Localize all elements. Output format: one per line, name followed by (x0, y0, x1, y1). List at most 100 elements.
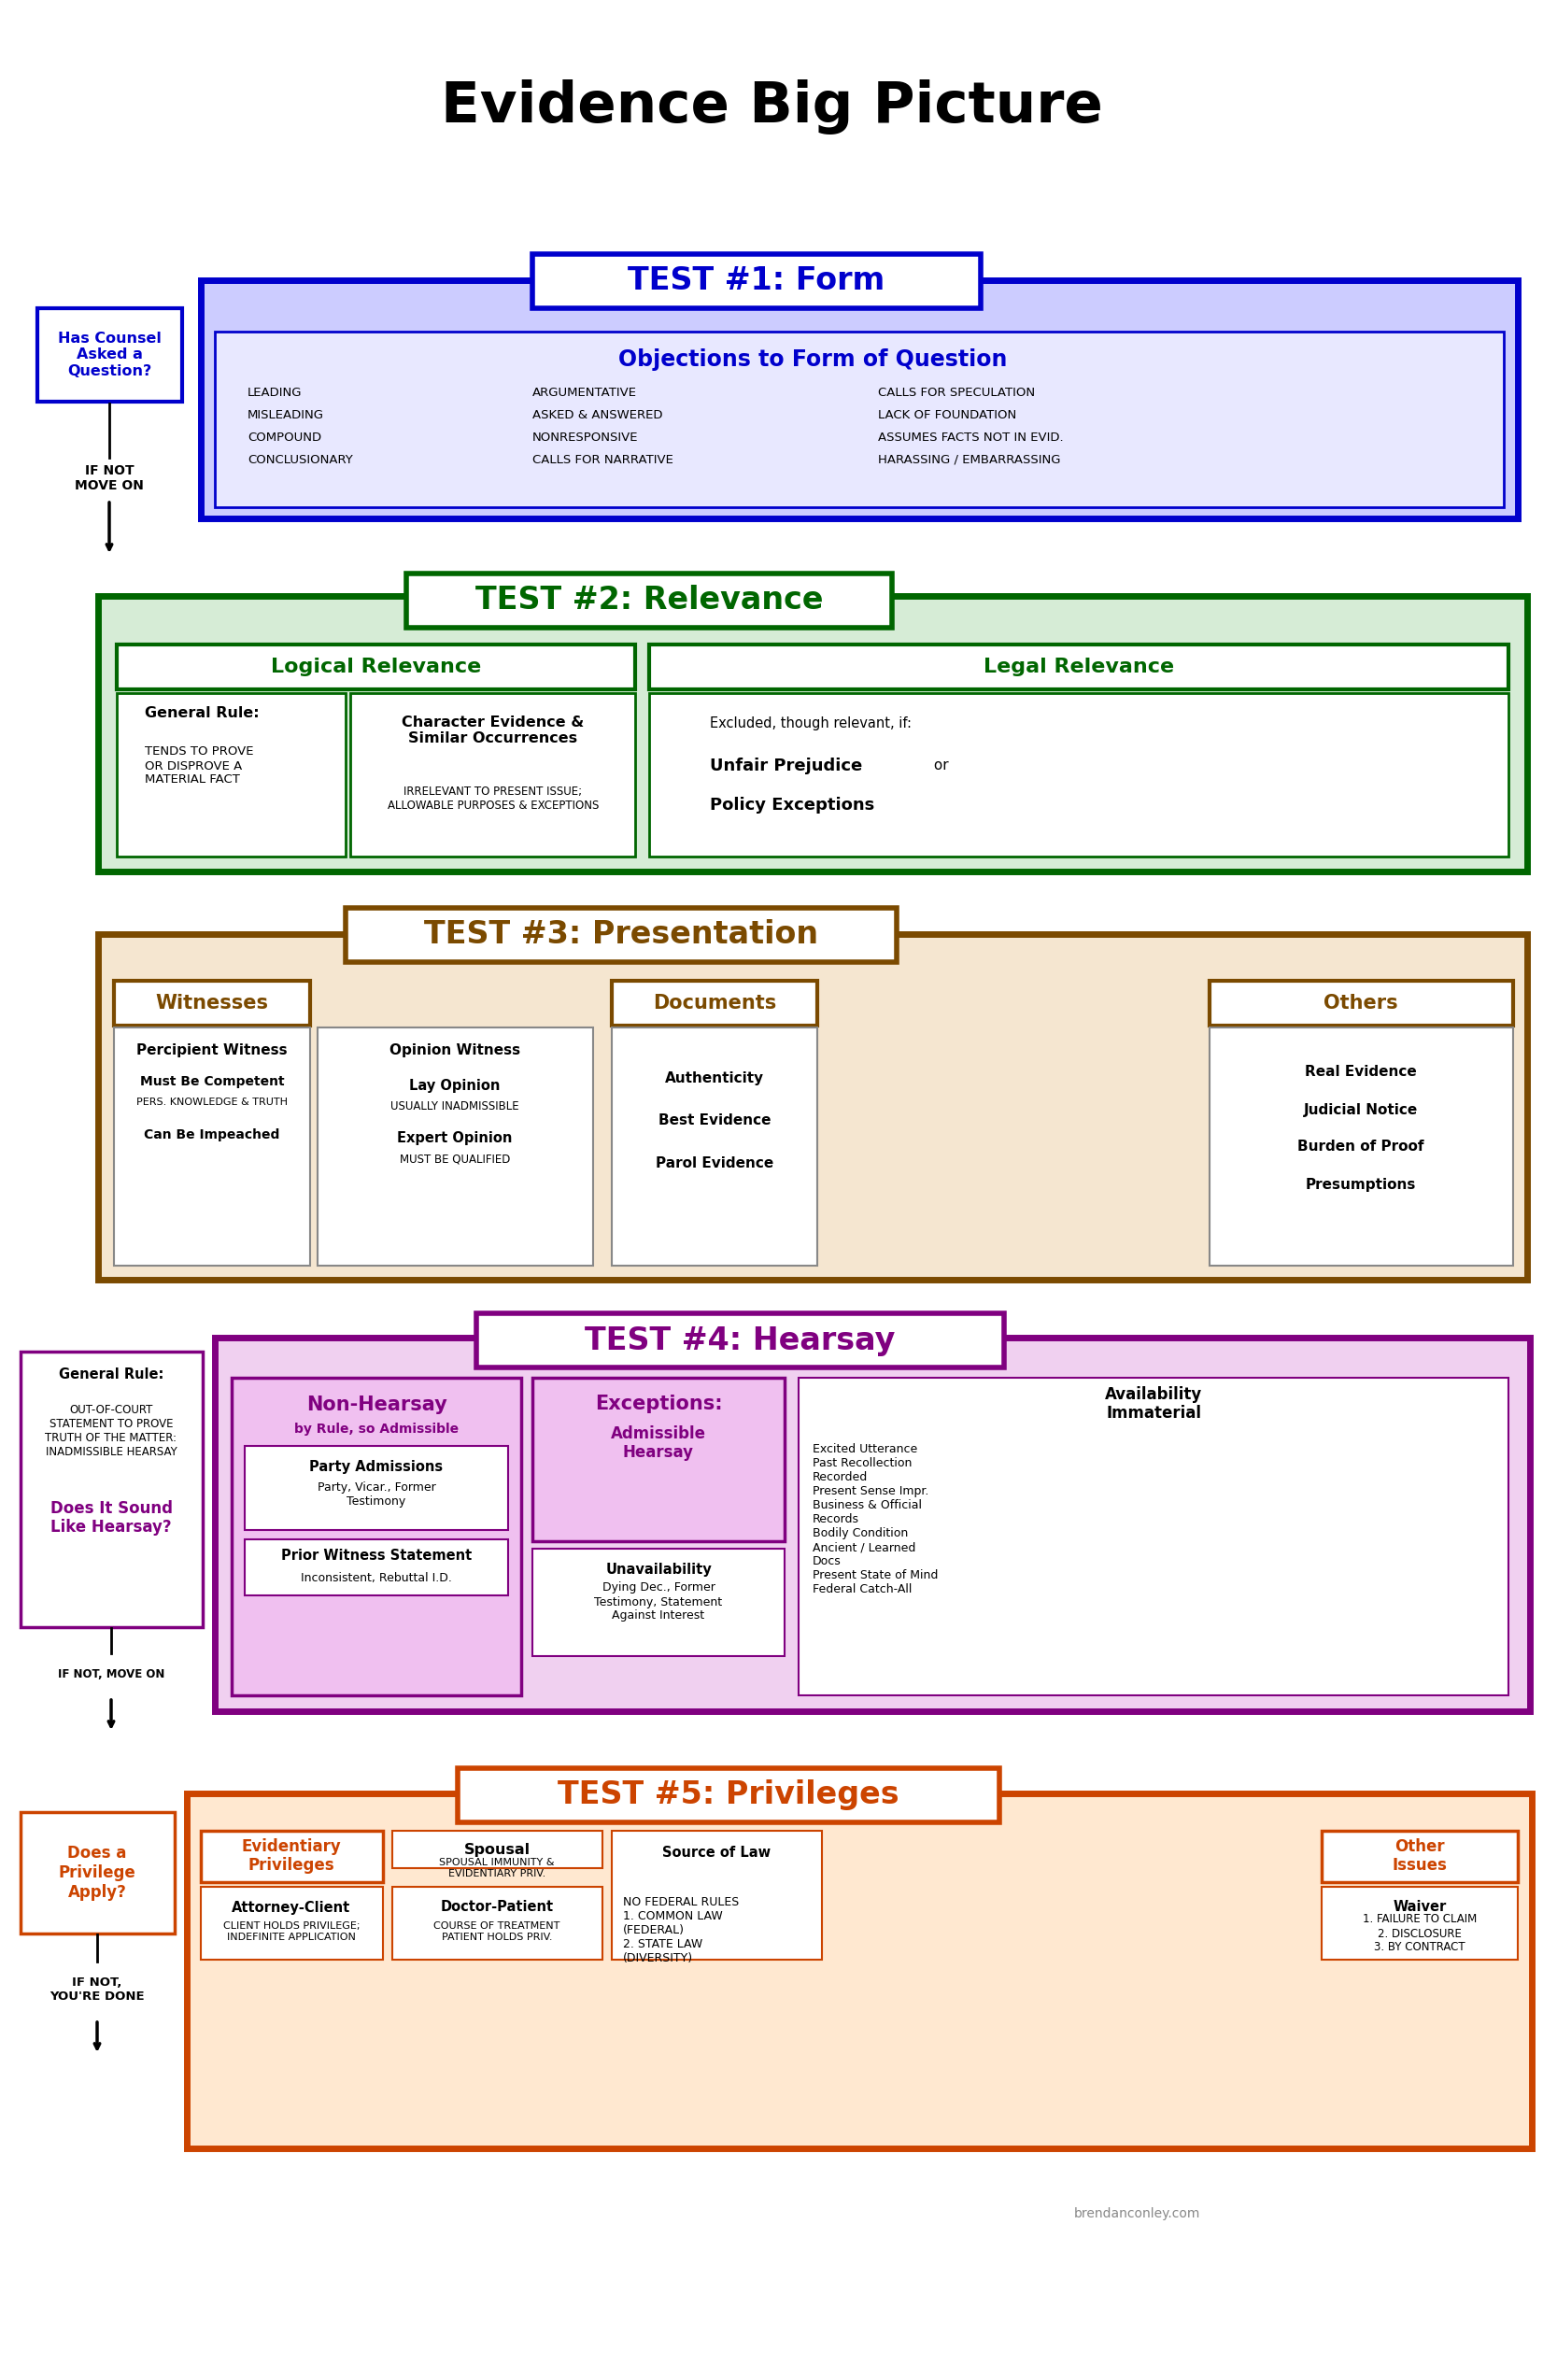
Bar (187, 1795, 1532, 2149)
Text: Attorney-Client: Attorney-Client (231, 1899, 350, 1914)
Text: ASKED & ANSWERED: ASKED & ANSWERED (532, 409, 662, 421)
Text: by Rule, so Admissible: by Rule, so Admissible (295, 1423, 458, 1435)
Text: Does a
Privilege
Apply?: Does a Privilege Apply? (59, 1844, 136, 1902)
Text: CONCLUSIONARY: CONCLUSIONARY (247, 455, 353, 466)
Bar (406, 574, 892, 628)
Bar (214, 331, 1504, 507)
Text: SPOUSAL IMMUNITY &
EVIDENTIARY PRIV.: SPOUSAL IMMUNITY & EVIDENTIARY PRIV. (440, 1859, 554, 1878)
Text: Has Counsel
Asked a
Question?: Has Counsel Asked a Question? (57, 331, 160, 378)
Bar (114, 1028, 310, 1266)
Text: Evidentiary
Privileges: Evidentiary Privileges (242, 1837, 341, 1873)
Bar (392, 1830, 602, 1868)
Text: Admissible
Hearsay: Admissible Hearsay (611, 1426, 707, 1461)
Text: TENDS TO PROVE
OR DISPROVE A
MATERIAL FACT: TENDS TO PROVE OR DISPROVE A MATERIAL FA… (145, 745, 253, 785)
Text: Excluded, though relevant, if:: Excluded, though relevant, if: (710, 716, 912, 731)
Text: CLIENT HOLDS PRIVILEGE;
INDEFINITE APPLICATION: CLIENT HOLDS PRIVILEGE; INDEFINITE APPLI… (224, 1921, 360, 1942)
Text: IF NOT, MOVE ON: IF NOT, MOVE ON (57, 1668, 165, 1680)
Text: PERS. KNOWLEDGE & TRUTH: PERS. KNOWLEDGE & TRUTH (136, 1097, 287, 1107)
Bar (346, 907, 896, 962)
Text: Lay Opinion: Lay Opinion (409, 1078, 500, 1092)
Text: NONRESPONSIVE: NONRESPONSIVE (532, 431, 639, 443)
Text: ARGUMENTATIVE: ARGUMENTATIVE (532, 386, 637, 397)
Text: General Rule:: General Rule: (59, 1368, 164, 1383)
Text: Documents: Documents (653, 995, 776, 1011)
Text: Source of Law: Source of Law (662, 1847, 770, 1861)
Bar (114, 981, 310, 1026)
Bar (650, 645, 1509, 690)
Bar (611, 981, 818, 1026)
Text: Authenticity: Authenticity (665, 1071, 764, 1085)
Bar (611, 1028, 818, 1266)
Text: CALLS FOR NARRATIVE: CALLS FOR NARRATIVE (532, 455, 673, 466)
Text: HARASSING / EMBARRASSING: HARASSING / EMBARRASSING (878, 455, 1060, 466)
Text: TEST #4: Hearsay: TEST #4: Hearsay (585, 1326, 895, 1357)
Text: NO FEDERAL RULES
1. COMMON LAW
(FEDERAL)
2. STATE LAW
(DIVERSITY): NO FEDERAL RULES 1. COMMON LAW (FEDERAL)… (623, 1897, 739, 1964)
Text: MUST BE QUALIFIED: MUST BE QUALIFIED (400, 1152, 511, 1166)
Bar (214, 1338, 1531, 1711)
Bar (611, 1830, 822, 1959)
Text: COURSE OF TREATMENT
PATIENT HOLDS PRIV.: COURSE OF TREATMENT PATIENT HOLDS PRIV. (434, 1921, 560, 1942)
Text: OUT-OF-COURT
STATEMENT TO PROVE
TRUTH OF THE MATTER:
INADMISSIBLE HEARSAY: OUT-OF-COURT STATEMENT TO PROVE TRUTH OF… (45, 1404, 177, 1459)
Text: Party Admissions: Party Admissions (310, 1459, 443, 1473)
Bar (650, 693, 1509, 857)
Text: Unavailability: Unavailability (605, 1561, 711, 1576)
Text: Must Be Competent: Must Be Competent (140, 1076, 284, 1088)
Bar (1322, 1887, 1518, 1959)
Bar (37, 309, 182, 402)
Text: Non-Hearsay: Non-Hearsay (306, 1395, 447, 1414)
Text: Waiver: Waiver (1393, 1899, 1446, 1914)
Bar (201, 1887, 383, 1959)
Text: Legal Relevance: Legal Relevance (983, 657, 1174, 676)
Bar (245, 1540, 508, 1595)
Bar (477, 1314, 1004, 1368)
Text: General Rule:: General Rule: (145, 707, 259, 721)
Text: Percipient Witness: Percipient Witness (136, 1045, 287, 1057)
Text: Expert Opinion: Expert Opinion (397, 1130, 512, 1145)
Bar (201, 281, 1518, 519)
Text: Availability
Immaterial: Availability Immaterial (1105, 1385, 1202, 1421)
Text: MISLEADING: MISLEADING (247, 409, 324, 421)
Text: TEST #5: Privileges: TEST #5: Privileges (557, 1780, 900, 1811)
Text: Exceptions:: Exceptions: (594, 1395, 722, 1414)
Text: Logical Relevance: Logical Relevance (272, 657, 481, 676)
Text: Spousal: Spousal (464, 1842, 531, 1856)
Text: Real Evidence: Real Evidence (1305, 1066, 1416, 1078)
Bar (117, 645, 636, 690)
Text: TEST #2: Relevance: TEST #2: Relevance (475, 585, 822, 616)
Text: TEST #3: Presentation: TEST #3: Presentation (424, 919, 818, 950)
Bar (350, 693, 636, 857)
Text: ASSUMES FACTS NOT IN EVID.: ASSUMES FACTS NOT IN EVID. (878, 431, 1063, 443)
Text: Inconsistent, Rebuttal I.D.: Inconsistent, Rebuttal I.D. (301, 1573, 452, 1585)
Text: Parol Evidence: Parol Evidence (656, 1157, 773, 1171)
Text: TEST #1: Form: TEST #1: Form (628, 267, 886, 298)
Bar (532, 255, 981, 309)
Text: or: or (929, 759, 949, 774)
Text: Character Evidence &
Similar Occurrences: Character Evidence & Similar Occurrences (403, 716, 585, 745)
Bar (231, 1378, 522, 1695)
Text: Dying Dec., Former
Testimony, Statement
Against Interest: Dying Dec., Former Testimony, Statement … (594, 1583, 722, 1623)
Text: Witnesses: Witnesses (156, 995, 268, 1011)
Bar (799, 1378, 1509, 1695)
Bar (1322, 1830, 1518, 1883)
Text: IF NOT
MOVE ON: IF NOT MOVE ON (74, 464, 143, 493)
Text: Opinion Witness: Opinion Witness (389, 1045, 520, 1057)
Bar (245, 1447, 508, 1530)
Text: Doctor-Patient: Doctor-Patient (440, 1899, 554, 1914)
Bar (20, 1352, 202, 1628)
Text: IRRELEVANT TO PRESENT ISSUE;
ALLOWABLE PURPOSES & EXCEPTIONS: IRRELEVANT TO PRESENT ISSUE; ALLOWABLE P… (387, 785, 599, 812)
Bar (532, 1378, 784, 1542)
Bar (99, 933, 1528, 1280)
Text: LACK OF FOUNDATION: LACK OF FOUNDATION (878, 409, 1017, 421)
Bar (1210, 981, 1514, 1026)
Text: LEADING: LEADING (247, 386, 302, 397)
Text: CALLS FOR SPECULATION: CALLS FOR SPECULATION (878, 386, 1035, 397)
Bar (532, 1549, 784, 1656)
Text: 1. FAILURE TO CLAIM
2. DISCLOSURE
3. BY CONTRACT: 1. FAILURE TO CLAIM 2. DISCLOSURE 3. BY … (1362, 1914, 1477, 1954)
Text: Other
Issues: Other Issues (1392, 1837, 1447, 1873)
Text: Evidence Big Picture: Evidence Big Picture (440, 81, 1103, 136)
Text: IF NOT,
YOU'RE DONE: IF NOT, YOU'RE DONE (49, 1975, 145, 2002)
Text: Excited Utterance
Past Recollection
Recorded
Present Sense Impr.
Business & Offi: Excited Utterance Past Recollection Reco… (813, 1442, 938, 1595)
Bar (201, 1830, 383, 1883)
Bar (20, 1811, 174, 1933)
Text: Can Be Impeached: Can Be Impeached (143, 1128, 279, 1142)
